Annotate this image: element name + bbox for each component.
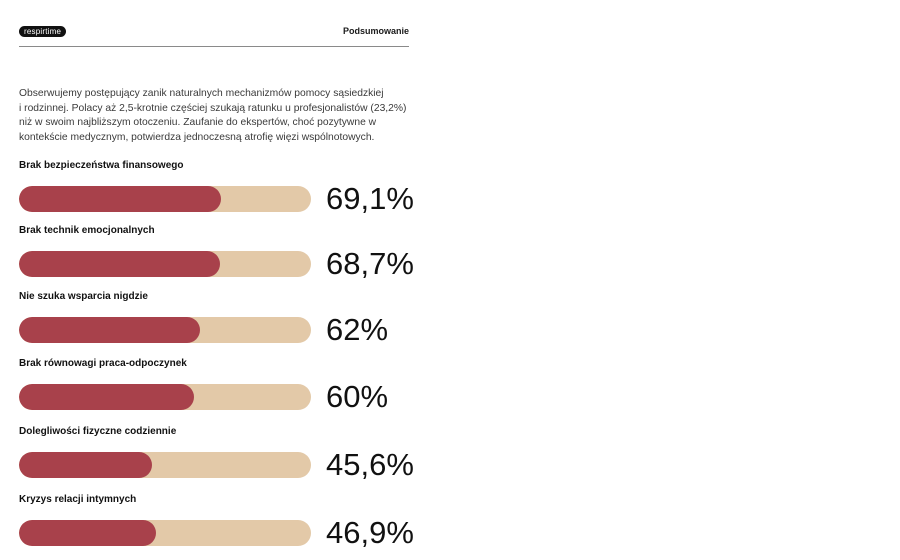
bar-label: Brak równowagi praca-odpoczynek bbox=[19, 358, 187, 369]
intro-paragraph: Obserwujemy postępujący zanik naturalnyc… bbox=[19, 87, 411, 145]
bar-label: Kryzys relacji intymnych bbox=[19, 494, 137, 505]
bar-value-label: 60% bbox=[326, 379, 389, 414]
bar-track bbox=[19, 384, 311, 410]
bar-track bbox=[19, 317, 311, 343]
bar-value-label: 68,7% bbox=[326, 246, 414, 281]
bar-value-label: 46,9% bbox=[326, 515, 414, 550]
section-label: Podsumowanie bbox=[342, 26, 409, 36]
bar-label: Brak technik emocjonalnych bbox=[19, 225, 155, 236]
bar-fill bbox=[19, 452, 153, 478]
bar-fill bbox=[19, 520, 156, 546]
bar-label: Nie szuka wsparcia nigdzie bbox=[19, 291, 148, 302]
bar-chart: Brak bezpieczeństwa finansowego 69,1% Brak… bbox=[19, 0, 414, 560]
bar-track bbox=[19, 251, 311, 277]
intro-line: niż w swoim najbliższym otoczeniu. Zaufa… bbox=[19, 117, 377, 129]
bar-track bbox=[19, 186, 311, 212]
bar-value-label: 62% bbox=[326, 312, 389, 347]
brand-logo: respirtime bbox=[19, 26, 67, 37]
bar-label: Brak bezpieczeństwa finansowego bbox=[19, 160, 184, 171]
bar-value-label: 45,6% bbox=[326, 447, 414, 482]
page-header: respirtime Podsumowanie bbox=[19, 22, 409, 47]
intro-line: i rodzinnej. Polacy aż 2,5-krotnie częśc… bbox=[19, 102, 407, 114]
bar-fill bbox=[19, 384, 195, 410]
bar-label: Dolegliwości fizyczne codziennie bbox=[19, 426, 177, 437]
bar-value-label: 69,1% bbox=[326, 181, 414, 216]
bar-track bbox=[19, 452, 311, 478]
bar-track bbox=[19, 520, 311, 546]
bar-fill bbox=[19, 317, 201, 343]
intro-line: kontekście medycznym, potwierdza jednocz… bbox=[19, 131, 375, 143]
report-page: respirtime Podsumowanie Obserwujemy post… bbox=[19, 0, 414, 560]
intro-line: Obserwujemy postępujący zanik naturalnyc… bbox=[19, 88, 384, 99]
bar-fill bbox=[19, 186, 221, 212]
bar-fill bbox=[19, 251, 220, 277]
